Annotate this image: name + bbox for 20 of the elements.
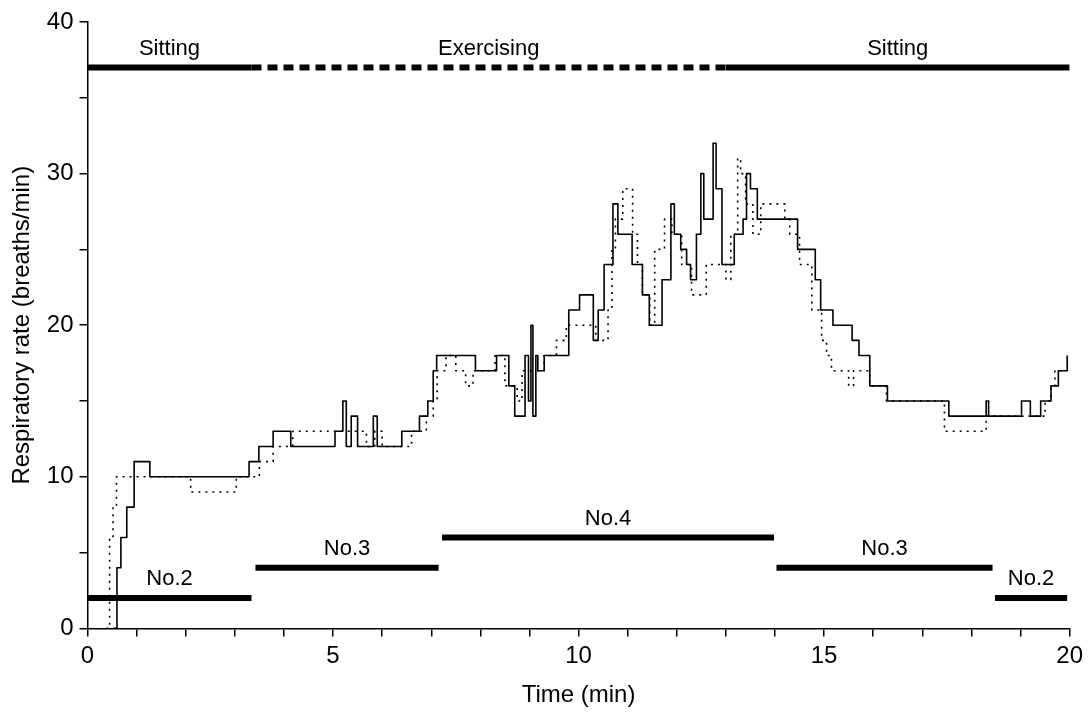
series-label: No.2 (146, 565, 193, 591)
x-tick-label: 10 (565, 641, 592, 669)
series-label: No.3 (323, 534, 371, 560)
x-tick-label: 5 (326, 641, 340, 669)
x-tick-label: 20 (1056, 641, 1083, 669)
series-label: Exercising (437, 34, 540, 60)
series-label: No.3 (861, 534, 908, 560)
y-tick-label: 30 (46, 158, 74, 186)
y-axis-title: Respiratory rate (breaths/min) (7, 165, 35, 485)
y-tick-label: 20 (46, 309, 74, 337)
y-tick-label: 10 (46, 461, 74, 489)
x-axis-title: Time (min) (521, 680, 636, 708)
series-label: Sitting (138, 34, 201, 60)
series-label: No.4 (584, 504, 632, 530)
x-tick-label: 15 (810, 641, 838, 669)
y-tick-label: 40 (46, 6, 74, 34)
series-label: Sitting (867, 34, 929, 60)
series-label: No.2 (1007, 565, 1055, 591)
y-tick-label: 0 (60, 613, 74, 641)
x-tick-label: 0 (80, 641, 95, 669)
